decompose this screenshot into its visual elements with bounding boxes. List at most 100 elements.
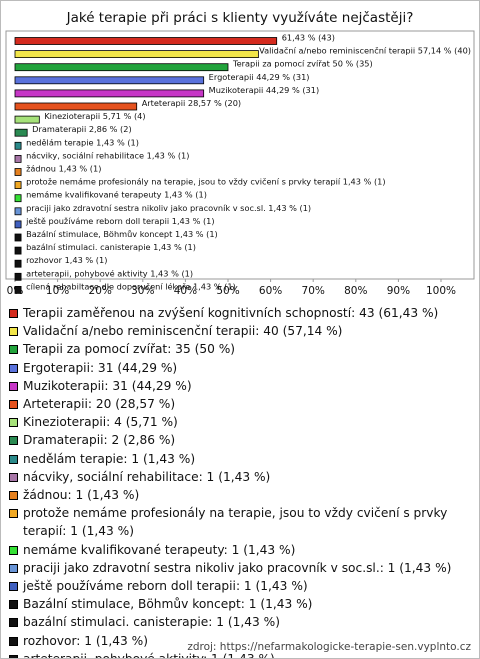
data-label: Validační a/nebo reminiscenční terapii 5…: [259, 46, 471, 56]
bar: [14, 63, 229, 72]
legend-item: nácviky, sociální rehabilitace: 1 (1,43 …: [9, 468, 471, 486]
x-tick-label: 50%: [216, 285, 239, 297]
bar: [14, 246, 22, 255]
legend-label: nemáme kvalifikované terapeuty: 1 (1,43 …: [23, 542, 296, 557]
bar: [14, 194, 22, 203]
legend-item: Ergoterapii: 31 (44,29 %): [9, 359, 471, 377]
x-tick-label: 60%: [259, 285, 282, 297]
legend-swatch: [9, 327, 18, 337]
data-label: Bazální stimulace, Böhmův koncept 1,43 %…: [26, 229, 218, 239]
x-tick-label: 90%: [387, 285, 410, 297]
bar: [14, 37, 278, 45]
legend-swatch: [9, 436, 18, 446]
plot-frame: [5, 30, 475, 280]
data-label: rozhovor 1,43 % (1): [26, 255, 107, 265]
data-label: nemáme kvalifikované terapeuty 1,43 % (1…: [26, 190, 207, 200]
bar: [14, 102, 138, 111]
legend-label: Arteterapii: 20 (28,57 %): [23, 397, 176, 412]
legend-item: Terapii zaměřenou na zvýšení kognitivníc…: [9, 304, 471, 322]
x-tick-label: 70%: [302, 285, 325, 297]
legend-item: Validační a/nebo reminiscenční terapii: …: [9, 322, 471, 340]
legend-label: Ergoterapii: 31 (44,29 %): [23, 360, 178, 375]
legend-item: žádnou: 1 (1,43 %): [9, 486, 471, 504]
legend-swatch: [9, 491, 18, 501]
legend-swatch: [9, 582, 18, 592]
legend: Terapii zaměřenou na zvýšení kognitivníc…: [9, 304, 471, 659]
data-label: nedělám terapie 1,43 % (1): [26, 137, 139, 147]
x-tick-label: 80%: [344, 285, 367, 297]
legend-label: Terapii za pomocí zvířat: 35 (50 %): [23, 342, 236, 357]
bar: [14, 220, 22, 229]
legend-label: Validační a/nebo reminiscenční terapii: …: [23, 324, 343, 339]
legend-label: Muzikoterapii: 31 (44,29 %): [23, 378, 192, 393]
bar: [14, 207, 22, 216]
bar: [14, 233, 22, 242]
legend-item: ještě používáme reborn doll terapii: 1 (…: [9, 577, 471, 595]
legend-item: rozhovor: 1 (1,43 %): [9, 632, 471, 650]
legend-swatch: [9, 472, 18, 482]
legend-swatch: [9, 400, 18, 410]
data-label: žádnou 1,43 % (1): [26, 164, 101, 174]
source: zdroj: https://nefarmakologicke-terapie-…: [187, 641, 471, 653]
legend-label: ještě používáme reborn doll terapii: 1 (…: [23, 579, 308, 594]
legend-swatch: [9, 600, 18, 610]
bar: [14, 285, 22, 294]
legend-swatch: [9, 345, 18, 355]
legend-label: Bazální stimulace, Böhmův koncept: 1 (1,…: [23, 597, 313, 612]
legend-item: Kinezioterapii: 4 (5,71 %): [9, 413, 471, 431]
legend-swatch: [9, 418, 18, 428]
x-tick-label: 40%: [174, 285, 197, 297]
chart-title: Jaké terapie při práci s klienty využívá…: [66, 10, 414, 26]
data-label: arteterapii, pohybové aktivity 1,43 % (1…: [26, 268, 193, 278]
x-tick-label: 30%: [131, 285, 154, 297]
legend-label: Kinezioterapii: 4 (5,71 %): [23, 415, 178, 430]
legend-label: praciji jako zdravotní sestra nikoliv ja…: [23, 560, 452, 575]
legend-item: nemáme kvalifikované terapeuty: 1 (1,43 …: [9, 541, 471, 559]
bar: [14, 89, 205, 98]
legend-label: bazální stimulaci. canisterapie: 1 (1,43…: [23, 615, 280, 630]
x-tick-label: 100%: [426, 285, 456, 297]
data-label: ještě používáme reborn doll terapii 1,43…: [25, 216, 214, 226]
legend-label: arteterapii, pohybové aktivity: 1 (1,43 …: [23, 651, 275, 659]
data-label: Kinezioterapii 5,71 % (4): [44, 111, 145, 121]
data-label: 61,43 % (43): [282, 33, 335, 43]
data-label: Terapii za pomocí zvířat 50 % (35): [232, 59, 373, 69]
data-label: bazální stimulaci. canisterapie 1,43 % (…: [26, 242, 196, 252]
legend-item: arteterapii, pohybové aktivity: 1 (1,43 …: [9, 650, 471, 659]
bar: [14, 168, 22, 176]
legend-swatch: [9, 509, 18, 519]
legend-label: Dramaterapii: 2 (2,86 %): [23, 433, 176, 448]
legend-swatch: [9, 618, 18, 628]
legend-swatch: [9, 454, 18, 464]
legend-swatch: [9, 381, 18, 391]
bar: [14, 76, 205, 85]
legend-label: žádnou: 1 (1,43 %): [23, 488, 140, 503]
legend-item: Dramaterapii: 2 (2,86 %): [9, 431, 471, 449]
chart: Jaké terapie při práci s klienty využívá…: [5, 10, 475, 297]
bar: [14, 115, 40, 124]
data-label: Muzikoterapii 44,29 % (31): [209, 85, 320, 95]
legend-item: Muzikoterapii: 31 (44,29 %): [9, 377, 471, 395]
bar: [14, 50, 259, 58]
legend-swatch: [9, 309, 18, 318]
data-label: nácviky, sociální rehabilitace 1,43 % (1…: [26, 150, 189, 160]
bar: [14, 154, 22, 163]
legend-item: Bazální stimulace, Böhmův koncept: 1 (1,…: [9, 595, 471, 613]
legend-item: praciji jako zdravotní sestra nikoliv ja…: [9, 559, 471, 577]
bar: [14, 259, 22, 268]
legend-swatch: [9, 654, 18, 658]
data-label: Dramaterapii 2,86 % (2): [32, 124, 131, 134]
legend-label: protože nemáme profesionály na terapie, …: [23, 506, 448, 539]
data-label: protože nemáme profesionály na terapie, …: [26, 177, 385, 187]
legend-label: Terapii zaměřenou na zvýšení kognitivníc…: [23, 306, 439, 320]
bar: [14, 128, 28, 137]
x-tick-label: 20%: [89, 285, 112, 297]
data-label: cílená rehabiltace dle doporučení lékaře…: [26, 281, 236, 291]
data-label: praciji jako zdravotní sestra nikoliv ja…: [26, 203, 311, 213]
data-label: Arteterapii 28,57 % (20): [142, 98, 241, 108]
legend-item: nedělám terapie: 1 (1,43 %): [9, 450, 471, 468]
bar: [14, 272, 22, 281]
bar: [14, 141, 22, 150]
bar: [14, 181, 22, 190]
data-label: Ergoterapii 44,29 % (31): [209, 72, 310, 82]
